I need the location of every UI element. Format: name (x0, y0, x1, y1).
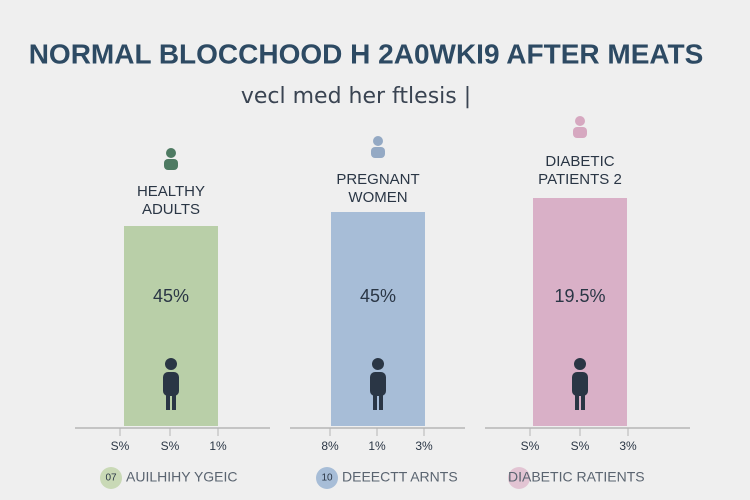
panel-label: HEALTHY (137, 183, 205, 200)
person-icon-body (371, 147, 385, 158)
panel-value: 19.5% (554, 286, 605, 306)
panel-value: 45% (153, 286, 189, 306)
axis-label: 3% (619, 439, 637, 453)
title: NORMAL BLOCCHOOD H 2A0WKI9 AFTER MEATS (29, 38, 704, 69)
person-icon-head (575, 116, 585, 126)
panel-label: ADULTS (142, 201, 200, 218)
figure-head (574, 358, 586, 370)
axis-label: 8% (321, 439, 339, 453)
figure-leg (172, 394, 176, 410)
figure-head (372, 358, 384, 370)
figure-leg (166, 394, 170, 410)
person-icon-head (373, 136, 383, 146)
person-icon-body (573, 127, 587, 138)
axis-label: 3% (415, 439, 433, 453)
panel-label: PATIENTS 2 (538, 171, 622, 188)
figure-leg (575, 394, 579, 410)
panel-label: WOMEN (348, 189, 407, 206)
panel-label: DIABETIC (545, 153, 614, 170)
figure-body (163, 372, 179, 396)
panel-label: PREGNANT (336, 171, 419, 188)
figure-head (165, 358, 177, 370)
subtitle: vecl med her ftlesis | (241, 84, 471, 109)
axis-label: 1% (368, 439, 386, 453)
axis-label: 1% (209, 439, 227, 453)
legend-badge-text: 07 (105, 473, 117, 484)
person-icon-body (164, 159, 178, 170)
legend-badge (100, 467, 122, 489)
panel-value: 45% (360, 286, 396, 306)
legend-text: DEEECTT ARNTS (342, 469, 458, 485)
figure-leg (581, 394, 585, 410)
figure-leg (379, 394, 383, 410)
legend-badge (316, 467, 338, 489)
person-icon-head (166, 148, 176, 158)
axis-label: S% (161, 439, 180, 453)
axis-label: S% (571, 439, 590, 453)
legend-text: DIABETIC RATIENTS (508, 469, 645, 485)
legend-badge-text: 10 (321, 473, 333, 484)
figure-body (370, 372, 386, 396)
figure-body (572, 372, 588, 396)
legend-text: AUILHIHY YGEIC (126, 469, 238, 485)
figure-leg (373, 394, 377, 410)
legend-badge (508, 467, 530, 489)
axis-label: S% (521, 439, 540, 453)
axis-label: S% (111, 439, 130, 453)
